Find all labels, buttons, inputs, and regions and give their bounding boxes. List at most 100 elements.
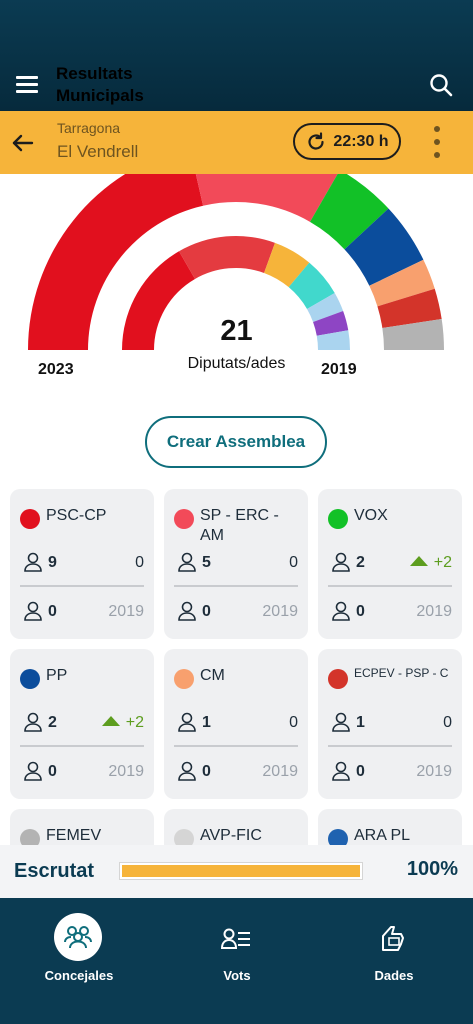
increase-arrow-icon bbox=[409, 556, 428, 566]
party-color-dot bbox=[20, 669, 40, 689]
inner-ring-year: 2019 bbox=[321, 361, 357, 378]
seats-person-icon bbox=[22, 551, 44, 573]
people-group-icon bbox=[64, 926, 92, 949]
party-name: CM bbox=[200, 667, 225, 684]
party-color-dot bbox=[20, 829, 40, 845]
nav-label-concejales: Concejales bbox=[44, 968, 114, 983]
party-previous-seats: 0 bbox=[48, 603, 57, 620]
active-tab-indicator bbox=[54, 913, 102, 961]
previous-seats-person-icon bbox=[22, 760, 44, 782]
scrutiny-percent: 100% bbox=[406, 858, 458, 880]
nav-label-vots: Vots bbox=[223, 968, 251, 983]
previous-seats-person-icon bbox=[176, 760, 198, 782]
card-divider bbox=[174, 585, 298, 587]
seats-hemicycle-chart bbox=[28, 174, 444, 350]
party-seat-change: 0 bbox=[289, 554, 298, 571]
party-color-dot bbox=[174, 829, 194, 845]
search-icon[interactable] bbox=[428, 72, 454, 98]
party-previous-year: 2019 bbox=[262, 603, 298, 620]
region-label: Tarragona bbox=[57, 120, 121, 136]
outer-ring-segment-4 bbox=[369, 259, 435, 307]
outer-ring-segment-2 bbox=[310, 174, 389, 250]
party-seat-change: 0 bbox=[443, 714, 452, 731]
inner-ring-segment-0 bbox=[122, 251, 195, 350]
party-name: ARA PL bbox=[354, 827, 411, 844]
party-seats: 2 bbox=[356, 554, 365, 571]
party-card[interactable]: PP 2 +2 0 2019 bbox=[10, 649, 154, 799]
nav-tab-concejales[interactable]: Concejales bbox=[0, 898, 158, 998]
party-seats: 1 bbox=[202, 714, 211, 731]
party-name: PP bbox=[46, 667, 68, 684]
card-divider bbox=[328, 745, 452, 747]
party-previous-year: 2019 bbox=[416, 603, 452, 620]
party-card[interactable]: VOX 2 +2 0 2019 bbox=[318, 489, 462, 639]
party-color-dot bbox=[20, 509, 40, 529]
app-header bbox=[0, 0, 473, 111]
party-color-dot bbox=[328, 669, 348, 689]
party-seats: 2 bbox=[48, 714, 57, 731]
party-seat-change: +2 bbox=[409, 554, 452, 572]
party-previous-year: 2019 bbox=[108, 763, 144, 780]
page-title: Resultats Municipals bbox=[56, 63, 144, 107]
party-color-dot bbox=[328, 509, 348, 529]
refresh-time-button[interactable]: 22:30 h bbox=[293, 123, 401, 160]
party-color-dot bbox=[328, 829, 348, 845]
party-seats: 5 bbox=[202, 554, 211, 571]
party-name: VOX bbox=[354, 507, 388, 524]
increase-arrow-icon bbox=[101, 716, 120, 726]
inner-ring-segment-6 bbox=[316, 330, 350, 350]
party-card[interactable]: FEMEV bbox=[10, 809, 154, 845]
party-name: PSC-CP bbox=[46, 507, 107, 524]
party-card[interactable]: ECPEV - PSP - C 1 0 0 2019 bbox=[318, 649, 462, 799]
total-seats-value: 21 bbox=[220, 315, 253, 347]
scrutiny-progress-fill bbox=[122, 865, 360, 877]
create-assembly-button[interactable]: Crear Assemblea bbox=[145, 416, 327, 468]
nav-tab-vots[interactable]: Vots bbox=[158, 898, 316, 998]
party-previous-seats: 0 bbox=[356, 603, 365, 620]
nav-label-dades: Dades bbox=[374, 968, 414, 983]
seats-person-icon bbox=[330, 711, 352, 733]
party-previous-year: 2019 bbox=[108, 603, 144, 620]
outer-ring-segment-5 bbox=[377, 288, 442, 328]
inner-ring-segment-4 bbox=[307, 293, 344, 322]
card-divider bbox=[20, 585, 144, 587]
party-previous-seats: 0 bbox=[202, 603, 211, 620]
party-card[interactable]: AVP-FIC bbox=[164, 809, 308, 845]
party-card[interactable]: CM 1 0 0 2019 bbox=[164, 649, 308, 799]
hamburger-menu-icon[interactable] bbox=[14, 72, 40, 96]
seat-change-value: +2 bbox=[433, 554, 452, 571]
party-name: ECPEV - PSP - C bbox=[354, 666, 449, 680]
party-previous-seats: 0 bbox=[356, 763, 365, 780]
party-card[interactable]: SP - ERC - AM 5 0 0 2019 bbox=[164, 489, 308, 639]
seats-person-icon bbox=[176, 711, 198, 733]
town-label: El Vendrell bbox=[57, 142, 139, 161]
party-previous-year: 2019 bbox=[416, 763, 452, 780]
party-seats: 1 bbox=[356, 714, 365, 731]
outer-ring-segment-3 bbox=[344, 208, 424, 286]
party-previous-seats: 0 bbox=[202, 763, 211, 780]
outer-ring-segment-0 bbox=[28, 174, 204, 350]
outer-ring-segment-1 bbox=[195, 174, 338, 222]
card-divider bbox=[174, 745, 298, 747]
party-card[interactable]: ARA PL bbox=[318, 809, 462, 845]
party-name: AVP-FIC bbox=[200, 827, 262, 844]
previous-seats-person-icon bbox=[330, 600, 352, 622]
title-line-1: Resultats bbox=[56, 64, 133, 83]
kebab-menu-icon[interactable] bbox=[429, 126, 445, 158]
party-seat-change: 0 bbox=[289, 714, 298, 731]
nav-tab-dades[interactable]: Dades bbox=[315, 898, 473, 998]
scrutiny-progress-track bbox=[119, 862, 363, 880]
outer-ring-year: 2023 bbox=[38, 361, 74, 378]
inner-ring-segment-2 bbox=[264, 242, 310, 288]
outer-ring-segment-6 bbox=[382, 318, 444, 350]
inner-ring-segment-1 bbox=[179, 236, 275, 279]
party-card[interactable]: PSC-CP 9 0 0 2019 bbox=[10, 489, 154, 639]
voter-list-icon bbox=[220, 928, 250, 949]
back-arrow-icon[interactable] bbox=[10, 130, 36, 156]
party-color-dot bbox=[174, 669, 194, 689]
party-name: SP - ERC - AM bbox=[200, 507, 279, 544]
refresh-icon bbox=[308, 131, 325, 150]
previous-seats-person-icon bbox=[176, 600, 198, 622]
update-time: 22:30 h bbox=[333, 132, 389, 150]
party-cards-grid: PSC-CP 9 0 0 2019 SP - ERC - AM 5 0 0 2019 VOX 2 +2 0… bbox=[0, 489, 473, 845]
